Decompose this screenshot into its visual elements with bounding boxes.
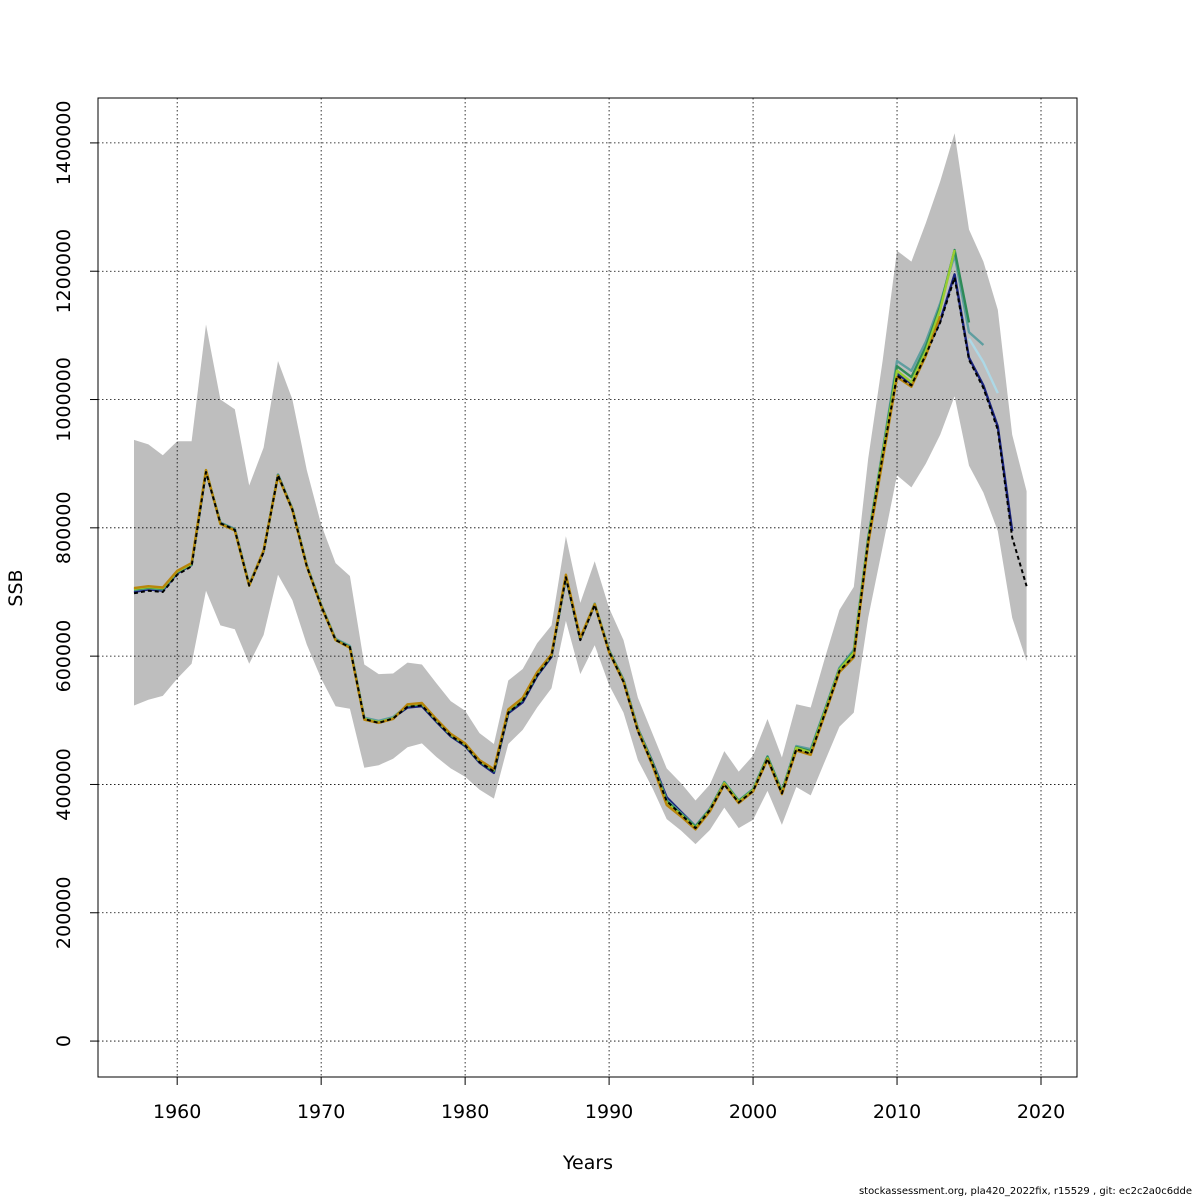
x-tick-label: 2010 [873,1101,921,1123]
y-tick-label: 800000 [53,492,75,565]
plot-frame [97,97,1078,1078]
x-tick-label: 1960 [153,1101,201,1123]
y-tick-label: 1200000 [53,229,75,314]
x-tick-label: 1990 [585,1101,633,1123]
y-tick-label: 400000 [53,748,75,821]
y-tick-label: 0 [53,1035,75,1047]
y-tick-label: 1000000 [53,357,75,442]
axis-layer: 1960 1970 1980 1990 2000 2010 2020 0 200000 40000… [53,101,1065,1123]
y-axis-label: SSB [5,569,27,606]
x-tick-label: 2020 [1017,1101,1065,1123]
y-tick-label: 200000 [53,877,75,950]
confidence-band-layer [134,133,1027,845]
series-layer [133,248,1028,831]
series-line-3 [967,337,999,394]
x-tick-label: 1980 [441,1101,489,1123]
x-tick-label: 2000 [729,1101,777,1123]
y-tick-label: 1400000 [53,101,75,186]
grid-layer [98,98,1077,1077]
y-tick-label: 600000 [53,620,75,693]
series-line-0 [133,276,1028,830]
footer-credit: stockassessment.org, pla420_2022fix, r15… [858,1186,1192,1197]
confidence-band [134,133,1027,845]
x-tick-label: 1970 [297,1101,345,1123]
x-axis-label: Years [562,1152,613,1174]
